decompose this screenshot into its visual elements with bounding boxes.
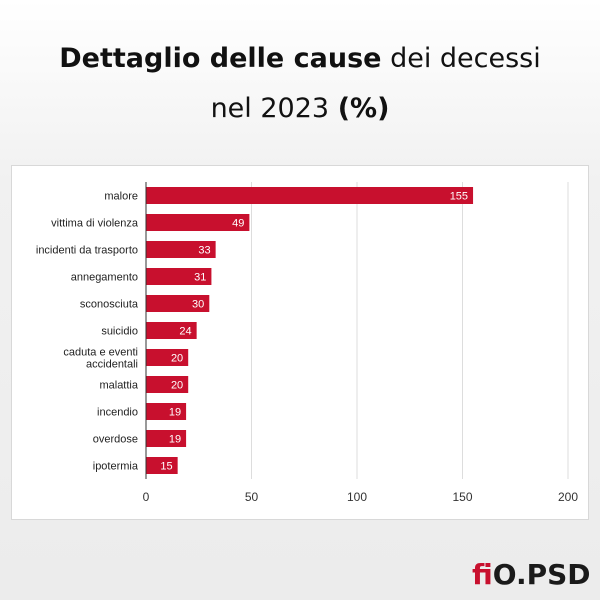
category-label: caduta e eventi: [63, 347, 138, 359]
x-tick-label: 100: [347, 490, 367, 504]
bar: [146, 295, 210, 312]
x-tick-label: 0: [143, 490, 150, 504]
bar: [146, 214, 250, 231]
chart-title: Dettaglio delle cause dei decessi nel 20…: [0, 34, 600, 134]
logo-text: O.PSD: [492, 558, 591, 591]
bar: [146, 241, 216, 258]
bar-value-label: 49: [232, 218, 244, 230]
bar: [146, 322, 197, 339]
bar-value-label: 19: [169, 407, 181, 419]
bar: [146, 376, 189, 393]
bar-value-label: 33: [198, 245, 210, 257]
bar-value-label: 30: [192, 299, 204, 311]
title-line-2: nel 2023 (%): [0, 84, 600, 134]
bar-value-label: 20: [171, 380, 183, 392]
title-line-1: Dettaglio delle cause dei decessi: [0, 34, 600, 84]
title-year: nel 2023: [210, 93, 330, 124]
bar: [146, 187, 474, 204]
category-label: sconosciuta: [80, 299, 139, 311]
category-label: accidentali: [86, 359, 138, 371]
bar-value-label: 15: [160, 461, 172, 473]
bar: [146, 430, 187, 447]
bar-value-label: 155: [450, 191, 468, 203]
category-label: malore: [104, 191, 138, 203]
category-label: ipotermia: [93, 461, 139, 473]
x-tick-label: 150: [452, 490, 472, 504]
category-label: suicidio: [101, 326, 138, 338]
bar: [146, 349, 189, 366]
x-tick-label: 200: [558, 490, 578, 504]
category-label: annegamento: [71, 272, 138, 284]
bar-value-label: 20: [171, 353, 183, 365]
x-tick-label: 50: [245, 490, 259, 504]
bar-value-label: 24: [179, 326, 191, 338]
bar-chart: 0 50 100 150 200 155 malore 49 vittima di violen…: [36, 182, 578, 504]
bar-value-label: 31: [194, 272, 206, 284]
category-label: vittima di violenza: [51, 218, 139, 230]
category-label: incidenti da trasporto: [36, 245, 138, 257]
category-label: malattia: [99, 380, 138, 392]
category-label: incendio: [97, 407, 138, 419]
bar: [146, 268, 212, 285]
bar-value-label: 19: [169, 434, 181, 446]
title-normal-part: dei decessi: [390, 43, 541, 74]
bar: [146, 403, 187, 420]
logo-accent: fi: [472, 558, 493, 591]
title-bold-part: Dettaglio delle cause: [59, 43, 382, 74]
title-unit: (%): [337, 93, 390, 124]
fio-psd-logo: fiO.PSD: [472, 555, 597, 595]
bar: [146, 457, 178, 474]
chart-panel: 0 50 100 150 200 155 malore 49 vittima di violen…: [11, 165, 589, 520]
category-label: overdose: [93, 434, 138, 446]
